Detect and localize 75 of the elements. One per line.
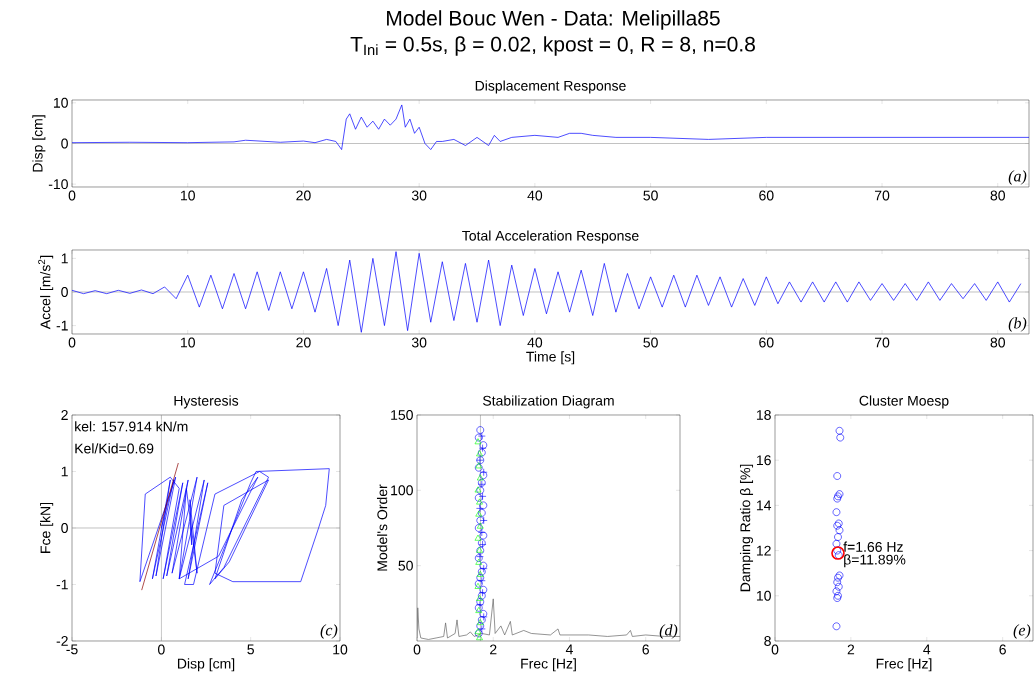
annotation: (c) bbox=[320, 624, 338, 639]
y-axis-title: Model's Order bbox=[376, 484, 388, 571]
x-tick-label: 60 bbox=[759, 190, 774, 201]
x-tick-label: 5 bbox=[247, 644, 254, 655]
x-tick-label: 70 bbox=[874, 190, 890, 201]
y-tick-label: 14 bbox=[756, 500, 772, 511]
x-tick-label: 0 bbox=[771, 644, 779, 655]
x-tick-label: 10 bbox=[181, 190, 195, 201]
annotation: (d) bbox=[659, 624, 678, 639]
y-tick-label: 100 bbox=[391, 485, 413, 496]
x-tick-label: 50 bbox=[643, 337, 658, 348]
y-tick-label: 150 bbox=[391, 410, 413, 420]
x-tick-label: 6 bbox=[642, 644, 649, 655]
y-tick-label: -1 bbox=[56, 320, 68, 331]
chart-title: Cluster Moesp bbox=[859, 395, 949, 409]
x-tick-label: 2 bbox=[847, 644, 855, 655]
text: Model Bouc Wen - Data: Melipilla85 bbox=[387, 10, 720, 30]
y-tick-label: 0 bbox=[61, 287, 68, 297]
y-tick-label: 18 bbox=[756, 410, 771, 420]
annotation: kel: 157.914 kN/m bbox=[75, 421, 188, 432]
y-tick-label: -10 bbox=[48, 179, 68, 190]
x-tick-label: 4 bbox=[923, 644, 931, 655]
x-tick-label: 80 bbox=[990, 190, 1006, 201]
x-tick-label: 6 bbox=[999, 644, 1006, 655]
x-tick-label: 4 bbox=[565, 644, 573, 655]
y-axis-title: Fce [kN] bbox=[40, 502, 54, 553]
annotation: (e) bbox=[1013, 624, 1031, 639]
x-tick-label: 30 bbox=[411, 337, 427, 348]
x-tick-label: -5 bbox=[66, 644, 78, 655]
y-tick-label: 50 bbox=[398, 560, 413, 571]
x-axis-title: Frec [Hz] bbox=[521, 658, 576, 672]
text: T$_{Ini}$ = 0.5s, β = 0.02, kpost = 0, R = 8, n=0.8 bbox=[350, 36, 755, 56]
y-tick-label: 2 bbox=[61, 410, 68, 420]
x-axis-title: Time [s] bbox=[526, 351, 575, 365]
y-tick-label: -2 bbox=[56, 636, 68, 646]
y-tick-label: 10 bbox=[53, 97, 68, 108]
x-tick-label: 40 bbox=[527, 337, 543, 348]
chart-title: Displacement Response bbox=[475, 80, 626, 94]
x-tick-label: 0 bbox=[68, 337, 76, 348]
chart-title: Stabilization Diagram bbox=[483, 395, 614, 409]
chart-title: Hysteresis bbox=[174, 395, 239, 409]
annotation: β=11.89% bbox=[844, 554, 906, 568]
y-axis-title: Damping Ratio β [%] bbox=[739, 464, 754, 592]
y-tick-label: 8 bbox=[764, 636, 771, 646]
annotation: f=1.66 Hz bbox=[843, 541, 903, 552]
annotation: Kel/Kid=0.69 bbox=[75, 443, 154, 454]
y-axis-title: Accel [m/s$^{2}$] bbox=[38, 255, 54, 330]
x-axis-title: Frec [Hz] bbox=[876, 658, 932, 672]
y-tick-label: 16 bbox=[756, 455, 771, 466]
x-tick-label: 80 bbox=[990, 337, 1006, 348]
x-tick-label: 0 bbox=[68, 190, 76, 201]
x-tick-label: 10 bbox=[181, 337, 195, 348]
y-tick-label: 0 bbox=[61, 523, 68, 533]
x-tick-label: 30 bbox=[411, 190, 427, 201]
x-tick-label: 10 bbox=[333, 644, 348, 655]
x-tick-label: 50 bbox=[643, 190, 658, 201]
annotation: (a) bbox=[1008, 170, 1027, 185]
y-tick-label: -1 bbox=[56, 579, 68, 590]
x-tick-label: 60 bbox=[759, 337, 774, 348]
x-axis-title: Disp [cm] bbox=[177, 658, 235, 672]
x-tick-label: 40 bbox=[527, 190, 543, 201]
y-tick-label: 12 bbox=[756, 545, 771, 556]
y-tick-label: 0 bbox=[61, 138, 68, 149]
x-tick-label: 2 bbox=[490, 644, 497, 655]
x-tick-label: 20 bbox=[296, 190, 311, 201]
chart-title: Total Acceleration Response bbox=[462, 230, 639, 244]
y-tick-label: 1 bbox=[61, 253, 68, 264]
x-tick-label: 0 bbox=[413, 644, 421, 655]
x-tick-label: 0 bbox=[158, 644, 165, 655]
x-tick-label: 20 bbox=[296, 337, 311, 348]
y-tick-label: 1 bbox=[61, 466, 68, 477]
annotation: (b) bbox=[1008, 317, 1027, 332]
y-tick-label: 10 bbox=[756, 590, 771, 601]
x-tick-label: 70 bbox=[874, 337, 890, 348]
y-axis-title: Disp [cm] bbox=[32, 115, 46, 172]
